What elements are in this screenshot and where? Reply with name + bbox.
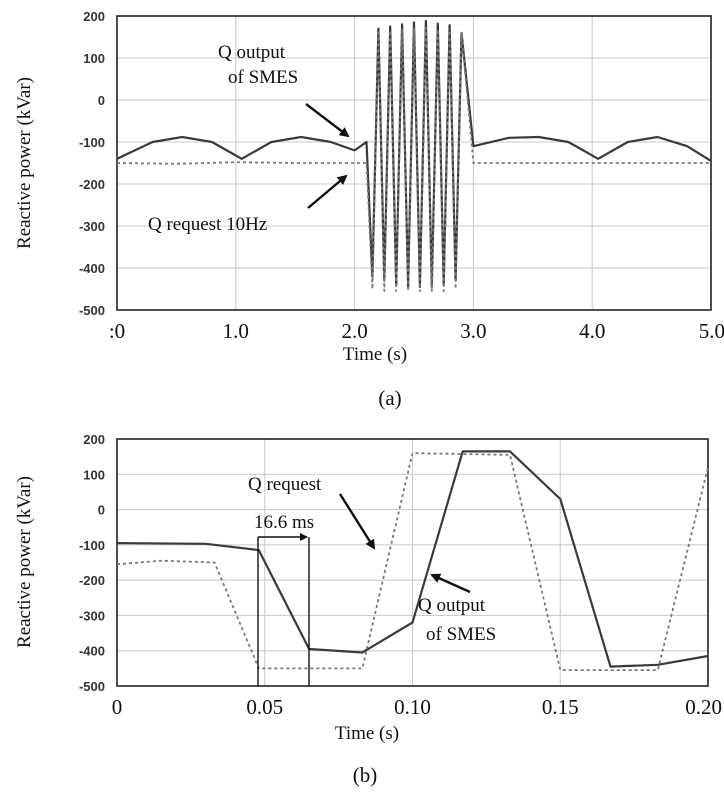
y-tick-label: -300	[79, 608, 105, 623]
y-axis-label-b: Reactive power (kVar)	[14, 476, 35, 648]
panel-label-b: (b)	[353, 763, 378, 787]
x-tick-label: 1.0	[223, 319, 249, 343]
annotation-q-output-a-line2: of SMES	[228, 67, 298, 88]
y-tick-label: 0	[98, 503, 105, 518]
y-tick-label: 100	[83, 467, 105, 482]
arrow-q-output-b	[430, 573, 471, 594]
annotation-q-output-b-line1: Q output	[418, 595, 486, 616]
y-tick-label: 0	[98, 93, 105, 108]
x-tick-label: 3.0	[460, 319, 486, 343]
plot-frame-b	[116, 438, 709, 687]
y-axis-label-a: Reactive power (kVar)	[14, 77, 35, 249]
y-tick-label: -500	[79, 303, 105, 318]
x-tick-label: 5.0	[699, 319, 724, 343]
y-tick-label: 200	[83, 9, 105, 24]
series-line-request	[116, 26, 711, 293]
series-group-b	[116, 450, 709, 671]
x-tick-labels-b: 0 0.05 0.10 0.15 0.20	[112, 695, 722, 719]
y-tick-labels-b: 200 100 0 -100 -200 -300 -400 -500	[79, 432, 105, 694]
y-tick-label: -200	[79, 573, 105, 588]
x-tick-label: :0	[109, 319, 125, 343]
annotation-q-output-a-line1: Q output	[218, 42, 286, 63]
x-axis-label-b: Time (s)	[335, 723, 399, 744]
y-tick-labels-a: 200 100 0 -100 -200 -300 -400 -500	[79, 9, 105, 318]
x-tick-label: 0.10	[394, 695, 431, 719]
grid-panel-b	[116, 438, 709, 687]
y-tick-label: -500	[79, 679, 105, 694]
x-axis-label-a: Time (s)	[343, 344, 407, 365]
y-tick-label: -100	[79, 538, 105, 553]
x-tick-label: 0.15	[542, 695, 579, 719]
y-tick-label: -100	[79, 135, 105, 150]
series-line-request	[116, 452, 709, 671]
y-tick-label: 200	[83, 432, 105, 447]
y-tick-label: -400	[79, 644, 105, 659]
y-tick-label: -200	[79, 177, 105, 192]
annotation-q-output-b-line2: of SMES	[426, 624, 496, 645]
x-tick-labels-a: :0 1.0 2.0 3.0 4.0 5.0	[109, 319, 724, 343]
y-tick-label: 100	[83, 51, 105, 66]
annotation-interval-b: 16.6 ms	[254, 512, 314, 533]
annotation-q-request-a: Q request 10Hz	[148, 214, 267, 235]
series-group-a	[116, 19, 712, 293]
x-tick-label: 0.05	[246, 695, 283, 719]
y-tick-label: -400	[79, 261, 105, 276]
series-line-output	[116, 19, 712, 288]
x-tick-label: 2.0	[341, 319, 367, 343]
annotation-q-request-b: Q request	[248, 474, 322, 495]
chart-panel-a: 200 100 0 -100 -200 -300 -400 -500 :0 1.0 2.0 3.0 4…	[14, 9, 724, 410]
chart-panel-b: 200 100 0 -100 -200 -300 -400 -500 0 0.05 0.10 0.1…	[14, 432, 722, 787]
arrow-q-request-b	[338, 493, 376, 550]
x-tick-label: 0	[112, 695, 123, 719]
panel-label-a: (a)	[378, 386, 401, 410]
y-tick-label: -300	[79, 219, 105, 234]
arrow-q-request-a	[307, 174, 348, 209]
x-tick-label: 4.0	[579, 319, 605, 343]
x-tick-label: 0.20	[685, 695, 722, 719]
arrow-q-output-a	[305, 103, 350, 138]
series-line-output	[116, 450, 709, 668]
